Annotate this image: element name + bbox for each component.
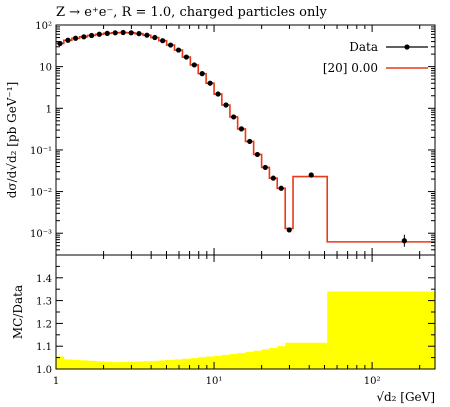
data-point — [144, 32, 150, 38]
data-point — [262, 164, 268, 171]
main-axis-ticks: 10² 10 1 10⁻¹ 10⁻² 10⁻³ — [30, 21, 435, 256]
ratio-band-bin — [253, 350, 263, 369]
x-axis-ticks: 1 10¹ 10² — [53, 25, 421, 387]
ratio-band-bin — [198, 357, 207, 369]
ratio-band-bin — [71, 359, 81, 369]
ratio-tick-label: 1.2 — [36, 319, 52, 330]
data-point — [81, 34, 87, 40]
ratio-band-bin — [95, 361, 105, 369]
data-point — [175, 47, 182, 53]
ratio-plot-panel: 1.0 1.1 1.2 1.3 1.4 MC/Data — [11, 254, 436, 376]
ratio-band-bin — [285, 342, 294, 369]
ratio-band-bin — [190, 358, 199, 369]
ratio-band-bin — [79, 360, 88, 369]
legend-mc-label: [20] 0.00 — [323, 61, 378, 75]
y-tick-label: 10⁻¹ — [30, 146, 52, 157]
ratio-band-bin — [174, 359, 183, 369]
data-point — [270, 175, 276, 181]
y-tick-label: 10 — [39, 63, 52, 74]
x-tick-label: 1 — [53, 376, 59, 387]
data-point — [128, 30, 134, 36]
ratio-band-bin — [63, 359, 73, 369]
ratio-band-bin — [150, 360, 160, 369]
ratio-band-bin — [166, 359, 175, 369]
ratio-band-bin — [142, 361, 152, 369]
data-point — [231, 114, 237, 120]
data-point — [278, 185, 284, 191]
data-point — [89, 32, 95, 39]
ratio-band — [56, 291, 436, 369]
y-tick-label: 1 — [46, 104, 52, 115]
y-axis-label-ratio: MC/Data — [11, 285, 25, 339]
y-axis-title-main: dσ/d√d₂ [pb GeV⁻¹] — [5, 82, 19, 199]
y-axis-label-main: dσ/d√d₂ [pb GeV⁻¹] — [5, 82, 19, 199]
ratio-tick-label: 1.3 — [36, 297, 52, 308]
ratio-band-bin — [119, 361, 128, 369]
ratio-band-bin — [158, 360, 168, 369]
ratio-band-bin — [221, 354, 231, 369]
data-point — [152, 34, 158, 41]
data-point — [136, 31, 142, 37]
ratio-plot-frame — [55, 254, 436, 370]
legend-data-marker — [404, 44, 410, 50]
data-point — [120, 29, 126, 36]
ratio-tick-label: 1.4 — [36, 274, 52, 285]
ratio-band-bin — [111, 362, 120, 369]
data-point — [96, 31, 102, 37]
data-point — [223, 102, 229, 108]
data-point — [199, 71, 205, 77]
data-point — [65, 37, 71, 43]
ratio-band-bin — [56, 356, 65, 369]
data-point — [104, 30, 110, 36]
x-tick-label: 10² — [364, 376, 381, 387]
ratio-tick-label: 1.1 — [36, 342, 52, 353]
x-tick-label: 10¹ — [206, 376, 223, 387]
data-point — [72, 35, 79, 41]
ratio-band-bin — [182, 358, 191, 369]
data-point — [191, 62, 197, 68]
data-point — [247, 138, 253, 145]
ratio-band-bin — [214, 355, 223, 369]
ratio-band-bin — [134, 361, 144, 369]
data-point — [238, 126, 245, 132]
legend-data-label: Data — [349, 40, 378, 54]
ratio-band-bin — [229, 353, 239, 369]
ratio-band-bin — [245, 351, 255, 369]
mc-histogram — [56, 31, 435, 243]
y-tick-label: 10⁻² — [30, 188, 52, 199]
data-point — [215, 91, 221, 97]
ratio-band-bin — [87, 360, 97, 369]
main-plot-panel: 10² 10 1 10⁻¹ 10⁻² 10⁻³ Data [20] 0.00 dσ/d√d… — [5, 21, 436, 256]
ratio-band-bin — [206, 356, 215, 369]
y-tick-label: 10² — [35, 21, 52, 32]
data-points — [57, 29, 407, 247]
ratio-band-bin — [261, 349, 270, 369]
data-point — [207, 80, 213, 86]
ratio-band-bin — [103, 361, 112, 369]
data-point — [308, 172, 314, 178]
ratio-tick-label: 1.0 — [36, 365, 52, 376]
data-point — [57, 40, 63, 47]
data-point — [112, 30, 118, 36]
y-axis-title-ratio: MC/Data — [11, 285, 25, 339]
ratio-band-bin — [327, 291, 436, 369]
ratio-band-bin — [293, 342, 328, 369]
legend: Data [20] 0.00 — [323, 40, 428, 75]
data-point — [286, 227, 292, 233]
data-point — [183, 54, 189, 60]
y-tick-label: 10⁻³ — [30, 229, 52, 240]
ratio-band-bin — [277, 346, 286, 369]
data-point — [160, 38, 166, 44]
data-point — [401, 238, 407, 244]
ratio-band-bin — [237, 353, 246, 369]
chart-title: Z → e⁺e⁻, R = 1.0, charged particles onl… — [56, 5, 327, 20]
mc-histogram-line — [56, 31, 435, 243]
ratio-band-bin — [269, 348, 278, 369]
x-axis-title: √d₂ [GeV] — [376, 390, 435, 404]
data-point — [168, 42, 174, 48]
ratio-axis-ticks: 1.0 1.1 1.2 1.3 1.4 — [36, 265, 435, 376]
data-point — [254, 151, 260, 158]
